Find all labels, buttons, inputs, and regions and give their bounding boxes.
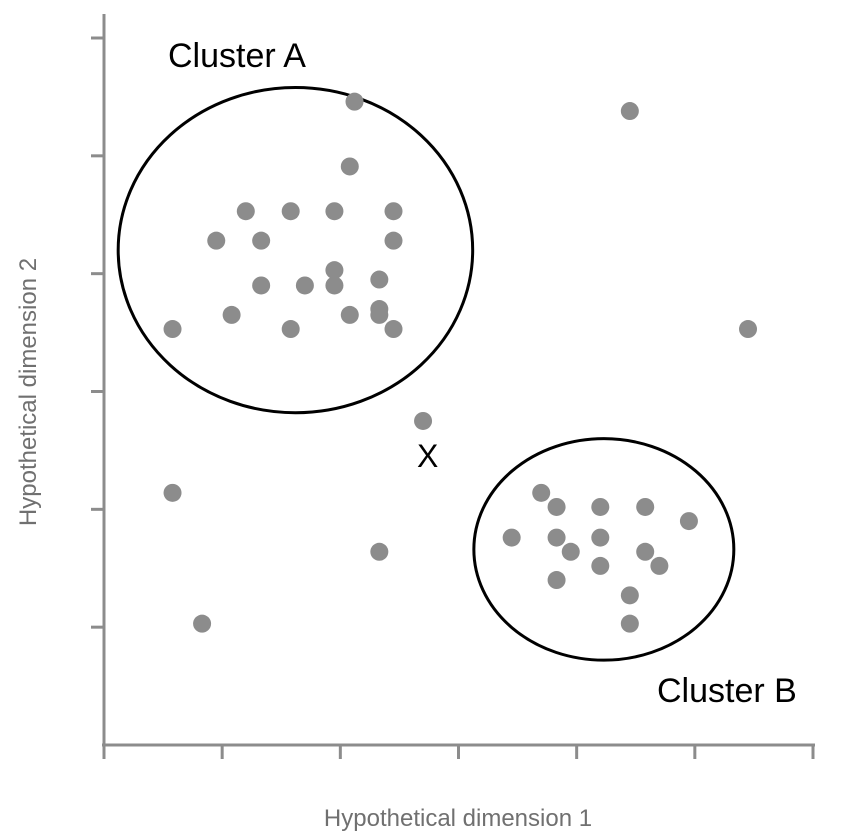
annotation-x: X [417,438,438,474]
data-point-24 [414,411,433,430]
data-point-21 [384,320,403,339]
data-point-40 [547,571,566,590]
data-point-20 [370,305,389,324]
data-point-6 [325,202,344,221]
data-point-42 [620,614,639,633]
x-axis-title: Hypothetical dimension 1 [324,805,592,832]
data-point-12 [325,276,344,295]
cluster-a-ellipse [116,85,475,415]
cluster-a-label: Cluster A [168,37,306,75]
data-point-26 [370,542,389,561]
data-point-19 [340,305,359,324]
chart-labels: Cluster A Cluster B X Hypothetical dimen… [15,37,797,832]
data-point-16 [222,305,241,324]
data-point-36 [561,542,580,561]
data-point-35 [591,528,610,547]
data-point-15 [252,231,271,250]
data-point-23 [739,320,758,339]
data-point-41 [620,586,639,605]
data-point-3 [236,202,255,221]
data-point-5 [281,202,300,221]
y-axis-title: Hypothetical dimension 2 [15,258,42,526]
data-point-8 [384,231,403,250]
data-point-11 [325,261,344,280]
data-point-38 [591,556,610,575]
axes [91,14,815,759]
data-point-1 [345,92,364,111]
data-point-17 [163,320,182,339]
data-point-25 [163,483,182,502]
data-point-18 [281,320,300,339]
data-point-28 [532,483,551,502]
data-point-32 [679,512,698,531]
data-point-31 [636,497,655,516]
data-point-39 [650,556,669,575]
data-point-27 [193,614,212,633]
data-point-30 [591,497,610,516]
data-point-14 [252,276,271,295]
data-point-37 [636,542,655,561]
data-point-22 [620,102,639,121]
data-point-9 [370,270,389,289]
data-point-13 [295,276,314,295]
data-point-4 [207,231,226,250]
data-point-29 [547,497,566,516]
data-point-33 [502,528,521,547]
cluster-b-label: Cluster B [657,672,797,710]
cluster-b-ellipse [472,437,736,662]
data-point-7 [384,202,403,221]
data-point-2 [340,157,359,176]
data-points [163,92,758,633]
data-point-34 [547,528,566,547]
cluster-ellipses [116,85,736,662]
